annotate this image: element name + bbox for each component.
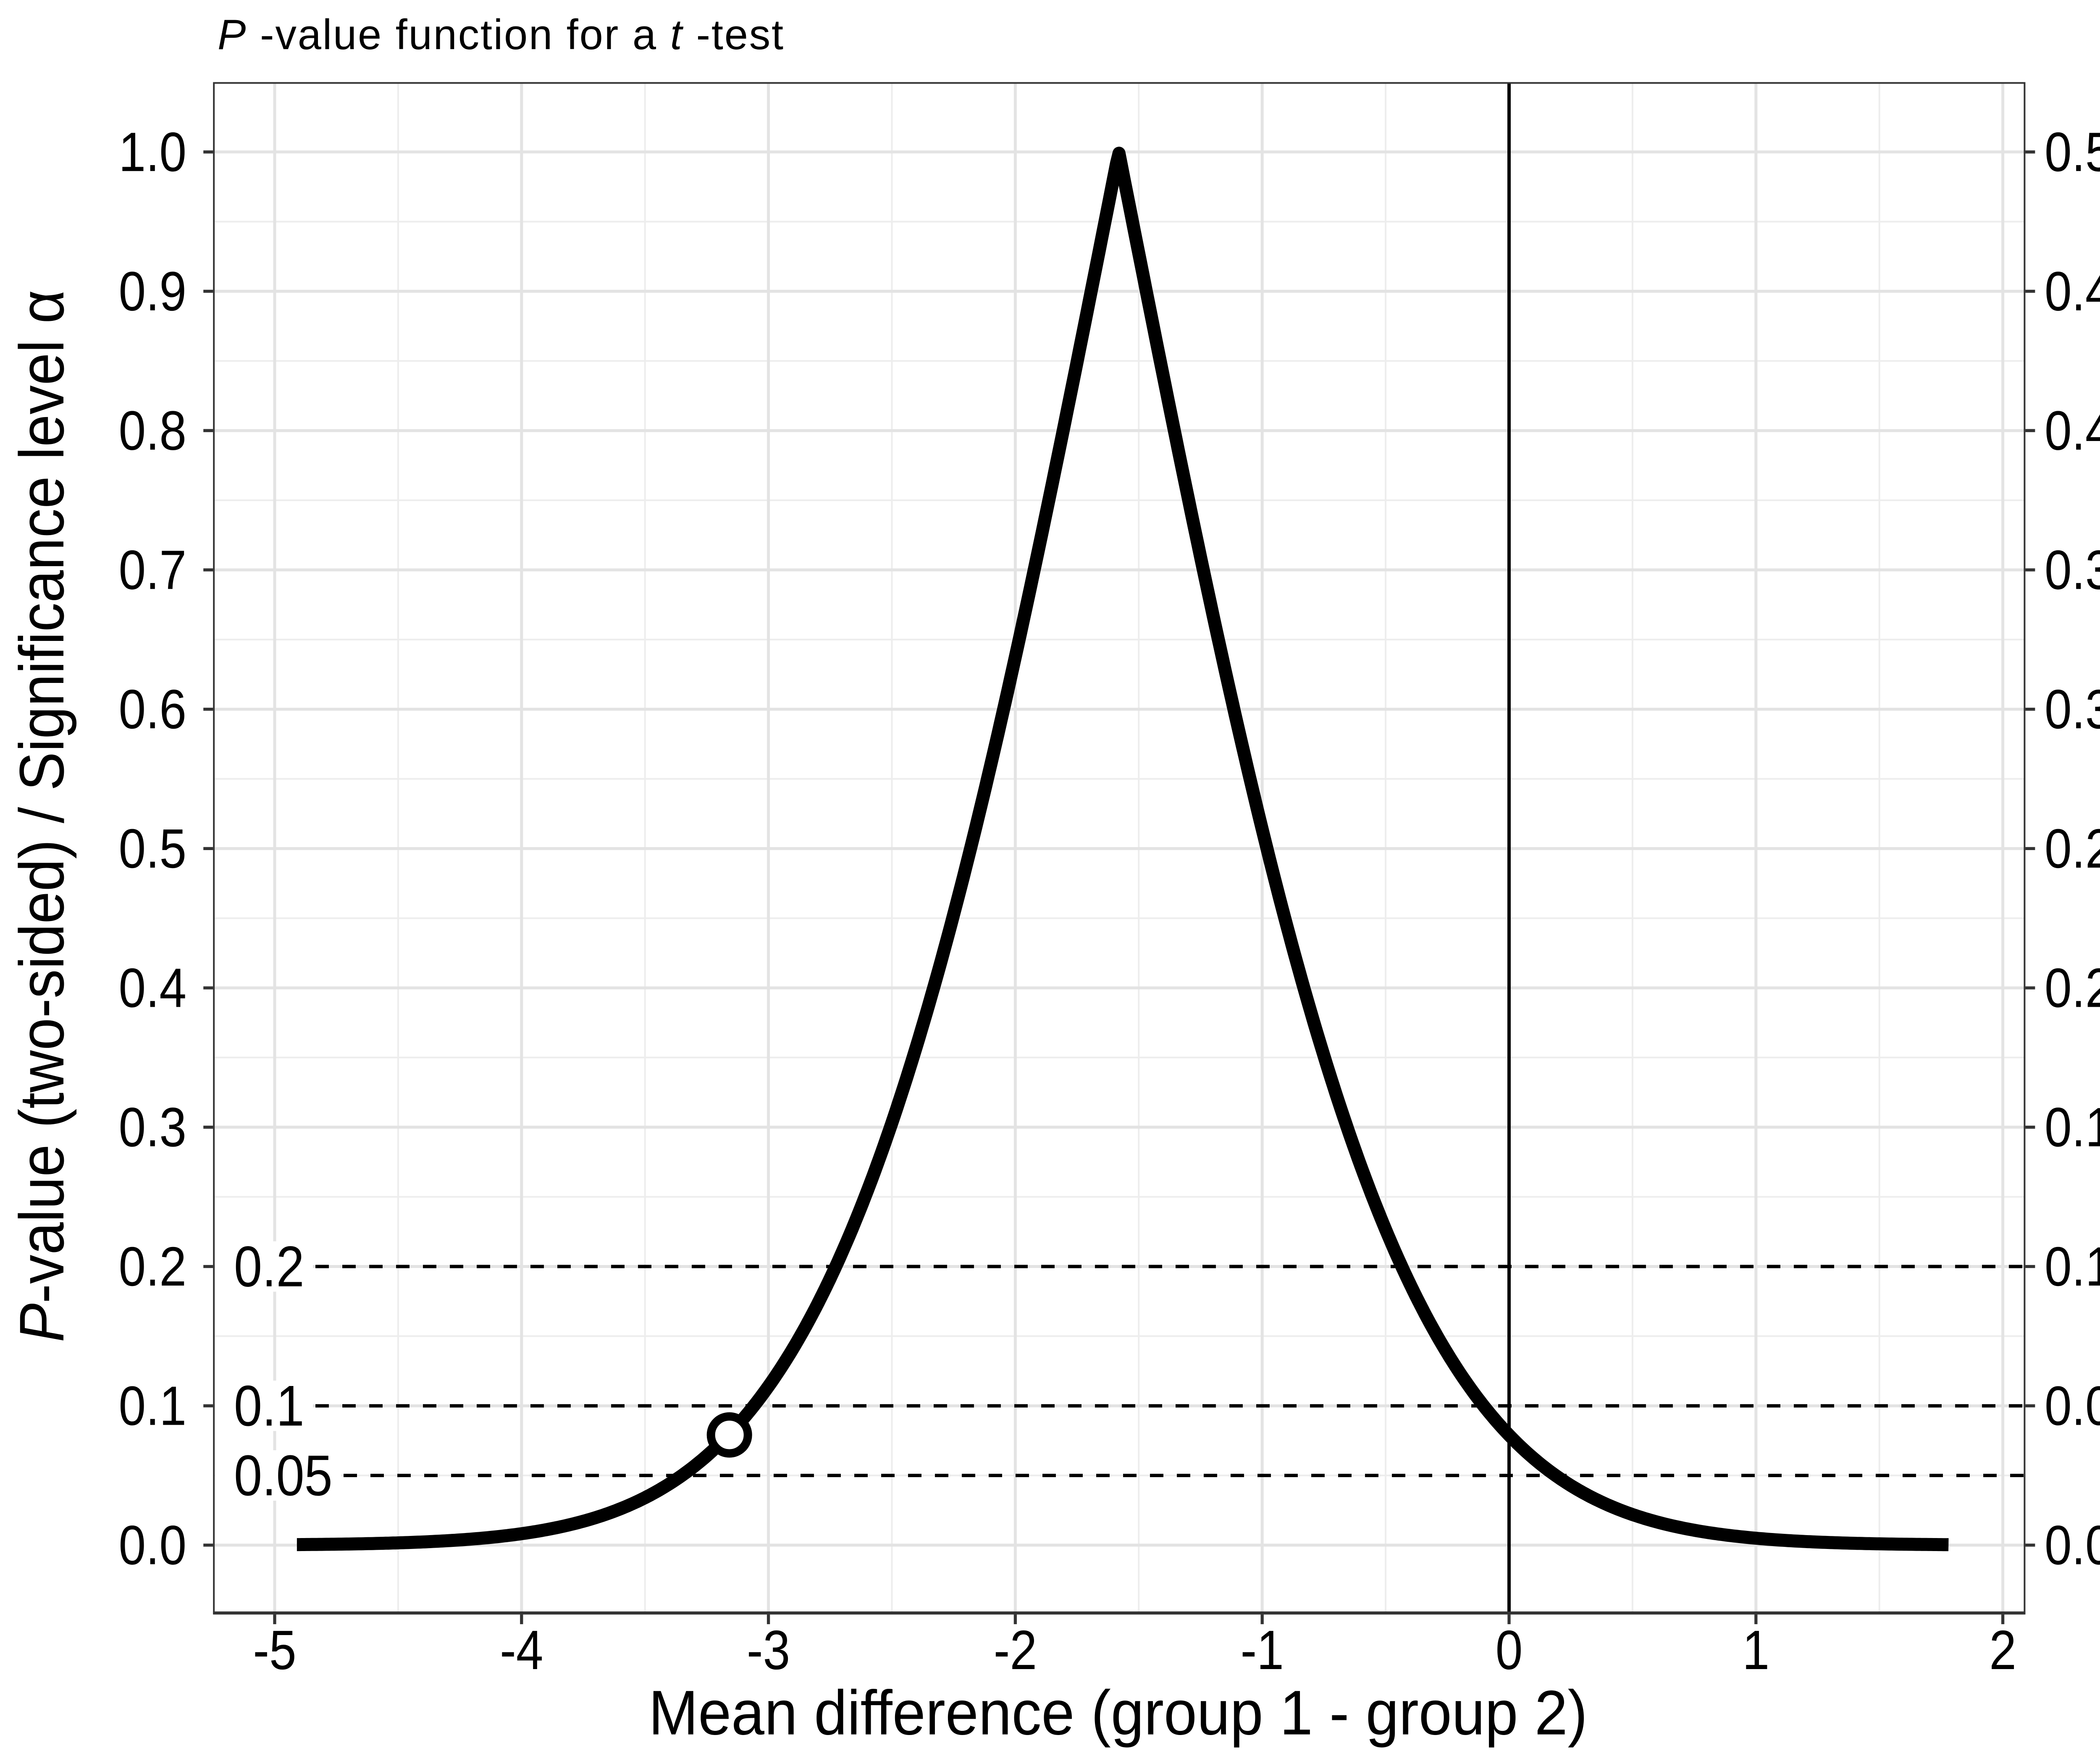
svg-text:0.00: 0.00: [2045, 1514, 2100, 1576]
svg-text:0.9: 0.9: [119, 260, 186, 323]
svg-text:0.1: 0.1: [234, 1374, 304, 1438]
svg-text:0.1: 0.1: [119, 1375, 186, 1437]
svg-text:1.0: 1.0: [119, 121, 186, 183]
svg-text:0.4: 0.4: [119, 957, 186, 1019]
svg-text:0.5: 0.5: [119, 818, 186, 880]
svg-text:-1: -1: [1241, 1619, 1284, 1681]
svg-text:-3: -3: [747, 1619, 790, 1681]
svg-text:1: 1: [1742, 1619, 1769, 1681]
svg-text:0.20: 0.20: [2045, 957, 2100, 1019]
svg-text:0.30: 0.30: [2045, 678, 2100, 740]
svg-text:-5: -5: [253, 1619, 296, 1681]
svg-text:0.25: 0.25: [2045, 818, 2100, 880]
svg-text:0.05: 0.05: [2045, 1375, 2100, 1437]
svg-text:2: 2: [1989, 1619, 2016, 1681]
svg-text:0.3: 0.3: [119, 1096, 186, 1158]
svg-text:0.2: 0.2: [119, 1236, 186, 1298]
svg-text:0.8: 0.8: [119, 400, 186, 462]
svg-text:0.6: 0.6: [119, 678, 186, 740]
svg-text:0.15: 0.15: [2045, 1096, 2100, 1158]
svg-text:0: 0: [1496, 1619, 1523, 1681]
svg-text:Mean difference (group 1 - gro: Mean difference (group 1 - group 2): [648, 1677, 1588, 1748]
svg-text:P -value function for a t -tes: P -value function for a t -test: [218, 11, 785, 58]
svg-text:0.45: 0.45: [2045, 260, 2100, 323]
svg-text:0.2: 0.2: [234, 1234, 304, 1299]
svg-text:0.0: 0.0: [119, 1514, 186, 1576]
svg-text:0.40: 0.40: [2045, 400, 2100, 462]
svg-text:0.50: 0.50: [2045, 121, 2100, 183]
svg-text:-2: -2: [994, 1619, 1037, 1681]
svg-text:0.7: 0.7: [119, 539, 186, 601]
svg-text:0.35: 0.35: [2045, 539, 2100, 601]
svg-text:0.10: 0.10: [2045, 1236, 2100, 1298]
svg-text:-4: -4: [500, 1619, 543, 1681]
svg-text:0.05: 0.05: [234, 1444, 333, 1508]
svg-text:P-value (two-sided) / Signific: P-value (two-sided) / Significance level…: [6, 290, 77, 1342]
